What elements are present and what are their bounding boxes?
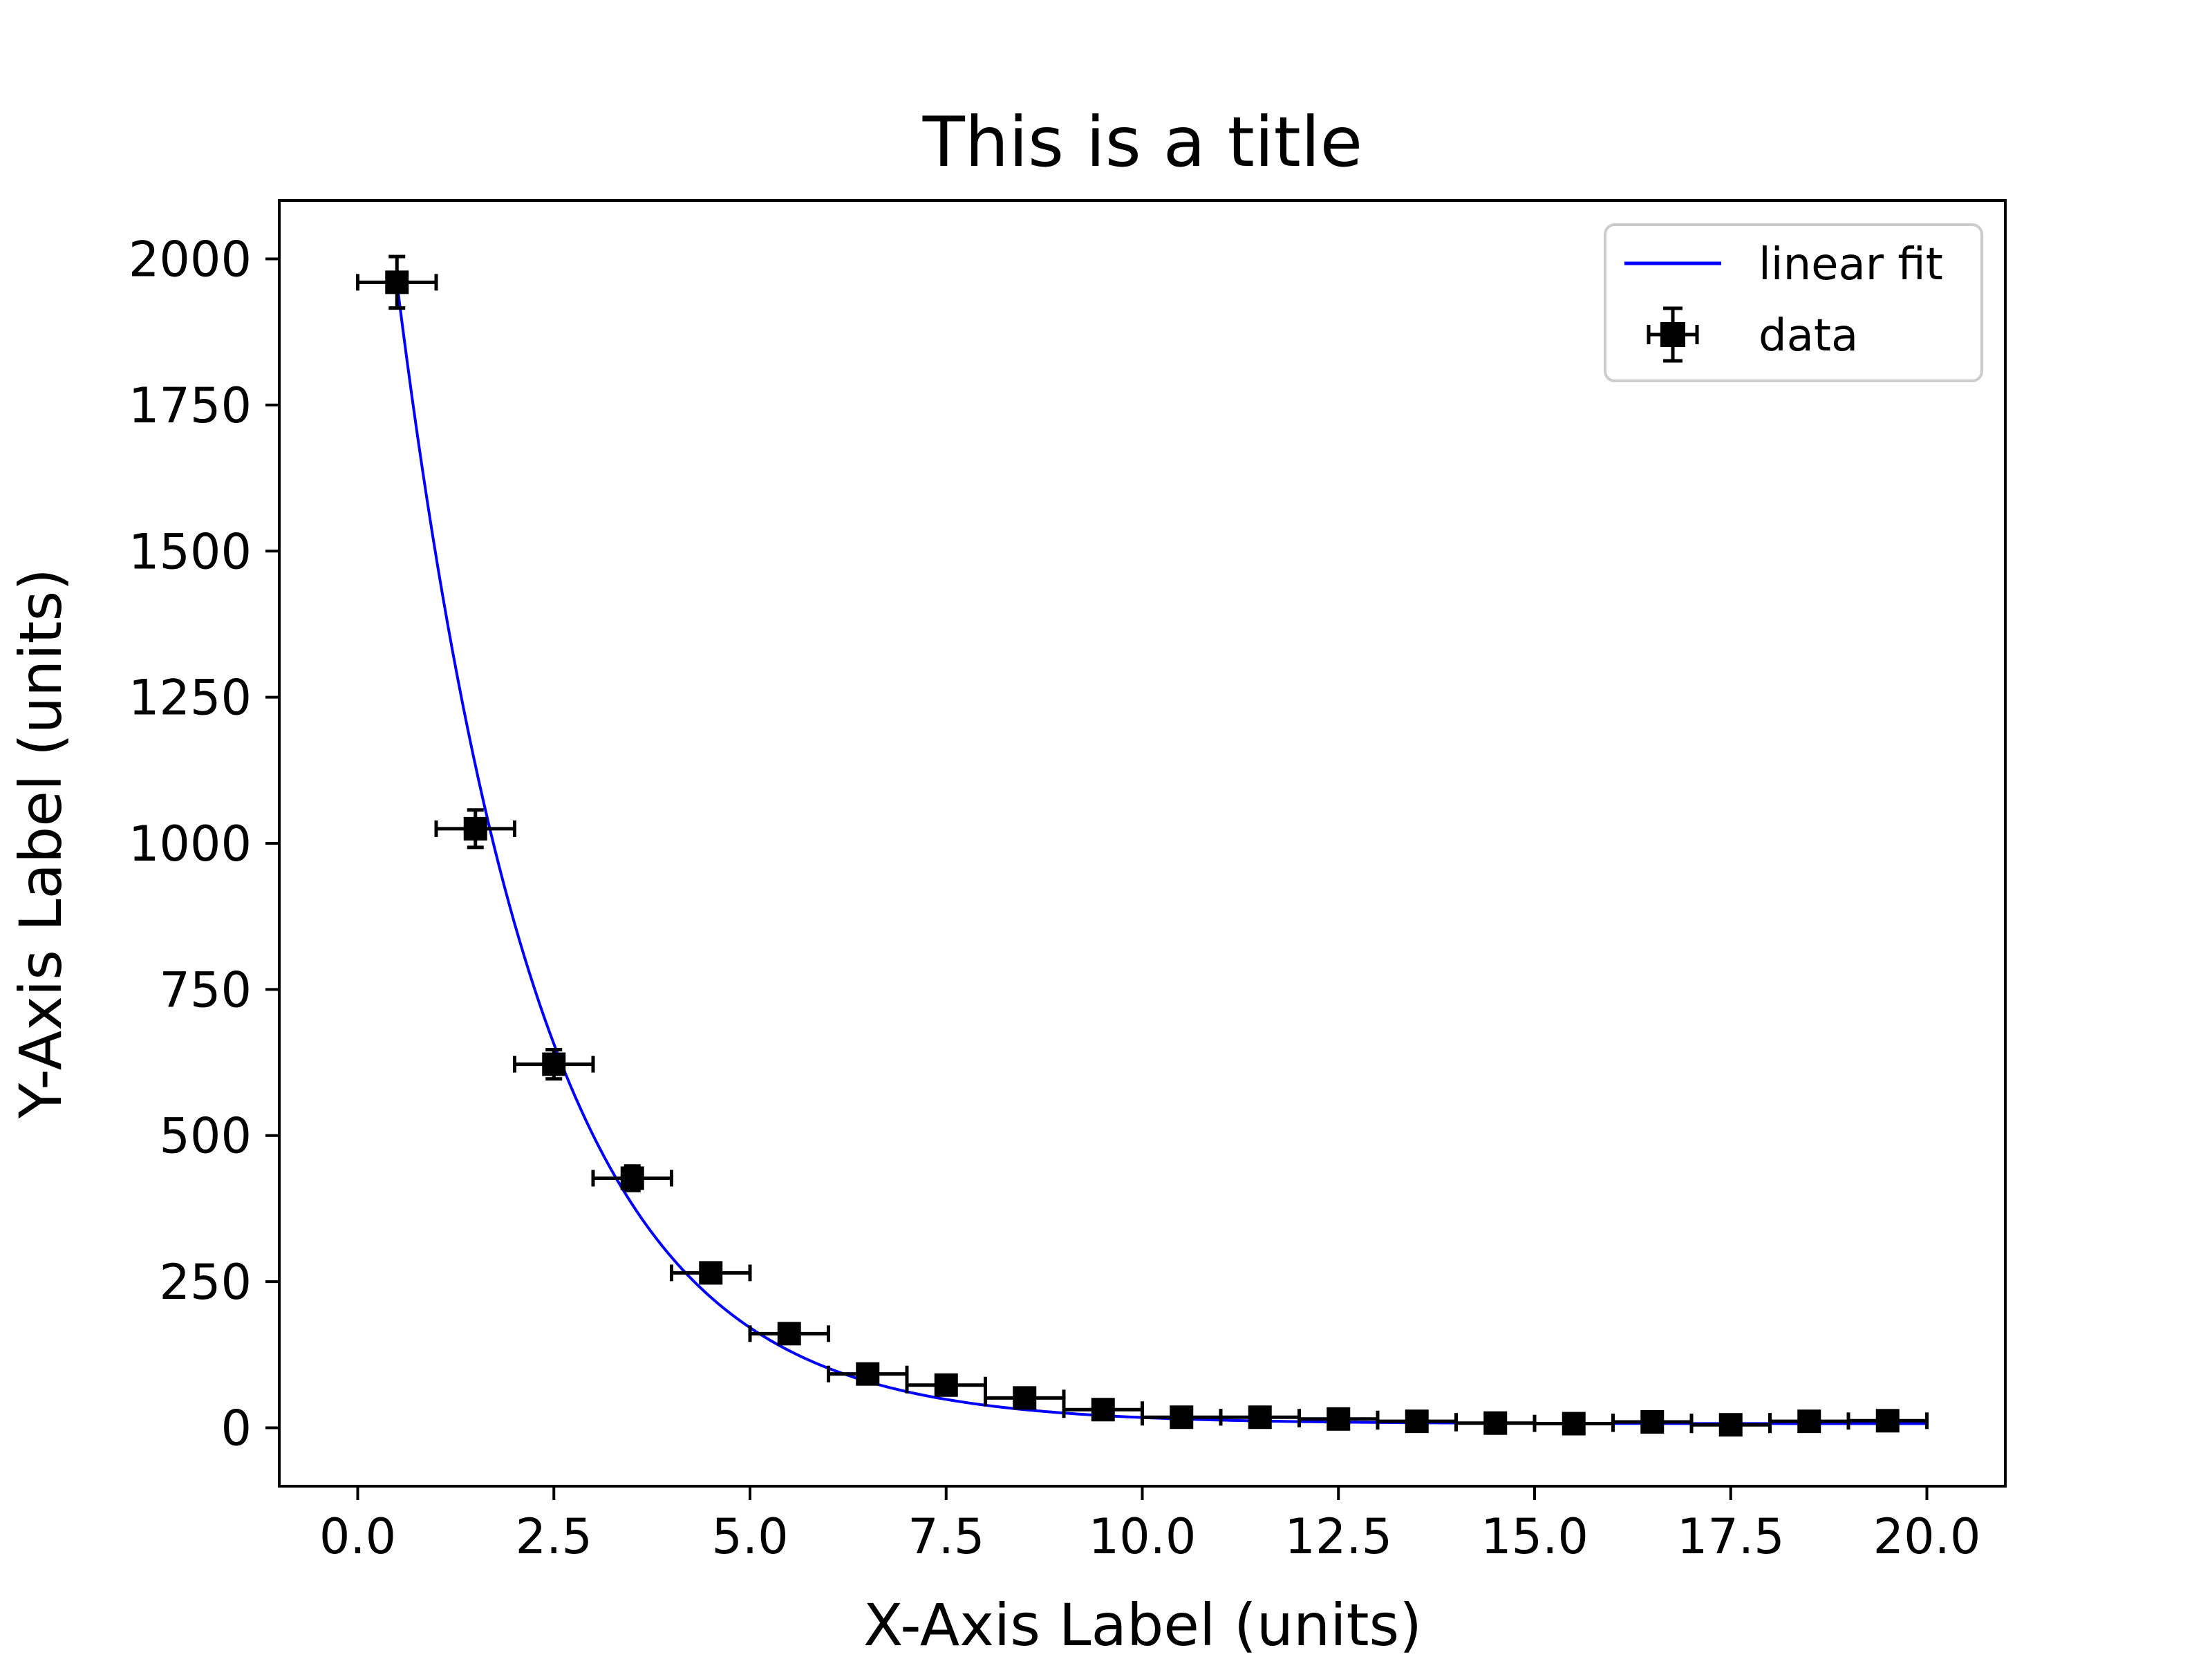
data-marker <box>1718 1413 1743 1437</box>
x-tick-label: 5.0 <box>711 1508 788 1565</box>
data-marker <box>1483 1411 1508 1435</box>
x-tick-label: 15.0 <box>1481 1508 1588 1565</box>
data-point <box>1689 1413 1772 1437</box>
data-point <box>905 1373 987 1397</box>
data-point <box>1846 1409 1929 1433</box>
data-marker <box>1875 1409 1900 1433</box>
y-axis: 0 250 500 750 1000 1250 1500 1750 2000 <box>129 232 279 1456</box>
y-tick-label: 1500 <box>129 523 252 580</box>
data-marker <box>1091 1398 1115 1422</box>
data-marker <box>856 1362 880 1386</box>
x-axis: 0.0 2.5 5.0 7.5 10.0 12.5 15.0 17.5 20.0 <box>319 1486 1981 1565</box>
data-point <box>827 1362 909 1386</box>
y-tick-label: 0 <box>221 1400 252 1456</box>
y-tick-label: 250 <box>159 1254 252 1311</box>
data-point <box>1219 1405 1301 1430</box>
y-tick-label: 1750 <box>129 377 252 434</box>
y-tick-label: 500 <box>159 1108 252 1165</box>
x-tick-label: 2.5 <box>516 1508 592 1565</box>
y-axis-label: Y-Axis Label (units) <box>7 568 75 1119</box>
data-marker <box>1170 1405 1194 1430</box>
legend: linear fit data <box>1604 223 1983 382</box>
data-point <box>748 1322 830 1346</box>
data-point <box>513 1047 595 1081</box>
y-tick-label: 750 <box>159 962 252 1018</box>
x-tick-label: 7.5 <box>908 1508 984 1565</box>
data-marker <box>1797 1409 1821 1434</box>
data-marker <box>620 1166 644 1190</box>
y-tick-label: 1000 <box>129 816 252 872</box>
data-point <box>1611 1410 1694 1434</box>
data-marker <box>542 1052 566 1076</box>
data-marker <box>1640 1410 1665 1434</box>
x-axis-label: X-Axis Label (units) <box>863 1591 1422 1659</box>
x-tick-label: 12.5 <box>1284 1508 1392 1565</box>
data-point <box>591 1164 673 1192</box>
data-point <box>1533 1412 1615 1436</box>
data-marker <box>777 1322 801 1346</box>
data-marker <box>1327 1407 1351 1431</box>
data-marker <box>463 816 487 841</box>
data-marker <box>1248 1405 1272 1430</box>
legend-label-data: data <box>1759 310 1858 362</box>
data-point <box>434 808 516 850</box>
data-marker <box>1405 1409 1429 1434</box>
data-marker <box>385 270 409 294</box>
data-marker <box>934 1373 958 1397</box>
y-tick-label: 2000 <box>129 232 252 288</box>
data-point <box>356 254 438 310</box>
chart-title: This is a title <box>922 102 1362 182</box>
data-point <box>1141 1405 1223 1430</box>
y-tick-label: 1250 <box>129 670 252 727</box>
data-marker <box>1562 1412 1586 1436</box>
legend-label-linear-fit: linear fit <box>1759 239 1943 290</box>
data-point <box>670 1261 752 1285</box>
x-tick-label: 20.0 <box>1873 1508 1981 1565</box>
data-point <box>984 1386 1066 1410</box>
x-tick-label: 10.0 <box>1089 1508 1197 1565</box>
x-tick-label: 0.0 <box>319 1508 396 1565</box>
plot-area <box>356 254 1929 1437</box>
data-point <box>1297 1407 1380 1431</box>
data-marker <box>699 1261 723 1285</box>
data-marker <box>1013 1386 1037 1410</box>
x-tick-label: 17.5 <box>1677 1508 1785 1565</box>
legend-errorbar-swatch <box>1647 306 1699 363</box>
